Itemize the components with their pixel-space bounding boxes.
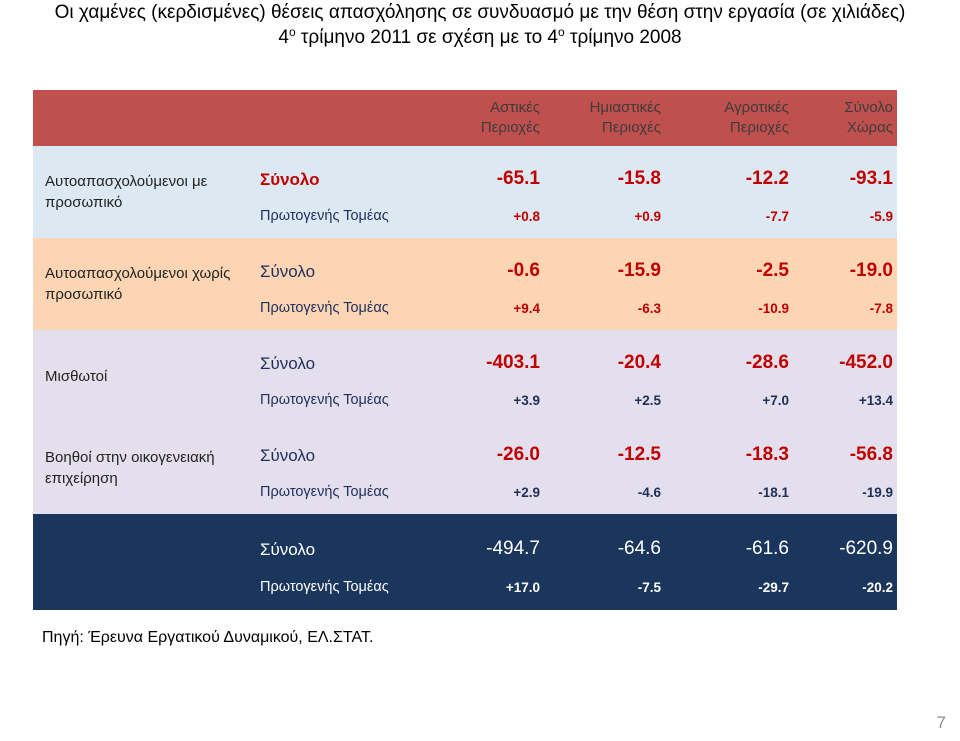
grand-total-label: Σύνολο bbox=[252, 514, 426, 564]
value-cell: -20.4 bbox=[544, 330, 665, 378]
value-cell: -15.9 bbox=[544, 238, 665, 286]
value-cell: +3.9 bbox=[426, 378, 544, 422]
value-cell: -19.0 bbox=[793, 238, 897, 286]
value-cell: -2.5 bbox=[665, 238, 793, 286]
value-cell: -29.7 bbox=[665, 564, 793, 610]
column-header-country-total: Σύνολο Χώρας bbox=[793, 90, 897, 146]
row-category: Βοηθοί στην οικογενειακή επιχείρηση bbox=[33, 422, 252, 514]
title-quarter-1: 4 bbox=[278, 27, 289, 48]
value-cell: -26.0 bbox=[426, 422, 544, 470]
grand-total-primary-row: Πρωτογενής Τομέας +17.0 -7.5 -29.7 -20.2 bbox=[33, 564, 897, 610]
value-cell: -56.8 bbox=[793, 422, 897, 470]
value-cell: -20.2 bbox=[793, 564, 897, 610]
page-number: 7 bbox=[936, 713, 946, 732]
value-cell: -403.1 bbox=[426, 330, 544, 378]
value-cell: -18.3 bbox=[665, 422, 793, 470]
column-header-rural: Αγροτικές Περιοχές bbox=[665, 90, 793, 146]
row-category: Μισθωτοί bbox=[33, 330, 252, 422]
table-row: Αυτοαπασχολούμενοι με προσωπικό Σύνολο -… bbox=[33, 146, 897, 238]
value-cell: -494.7 bbox=[426, 514, 544, 564]
value-cell: +0.8 bbox=[426, 194, 544, 238]
table-row: Πρωτογενής Τομέας +3.9 +2.5 +7.0 +13.4 bbox=[33, 378, 897, 422]
column-header-urban: Αστικές Περιοχές bbox=[426, 90, 544, 146]
header-empty-cell bbox=[252, 90, 426, 146]
value-cell: -4.6 bbox=[544, 470, 665, 514]
slide-title: Οι χαμένες (κερδισμένες) θέσεις απασχόλη… bbox=[0, 0, 960, 50]
value-cell: -10.9 bbox=[665, 286, 793, 330]
grand-total-row: Σύνολο -494.7 -64.6 -61.6 -620.9 bbox=[33, 514, 897, 610]
row-primary-sector-label: Πρωτογενής Τομέας bbox=[252, 378, 426, 422]
value-cell: -7.8 bbox=[793, 286, 897, 330]
row-primary-sector-label: Πρωτογενής Τομέας bbox=[252, 286, 426, 330]
row-primary-sector-label: Πρωτογενής Τομέας bbox=[252, 470, 426, 514]
row-primary-sector-label: Πρωτογενής Τομέας bbox=[252, 194, 426, 238]
row-subtotal-label: Σύνολο bbox=[252, 238, 426, 286]
value-cell: -64.6 bbox=[544, 514, 665, 564]
grand-total-primary-label: Πρωτογενής Τομέας bbox=[252, 564, 426, 610]
table-row: Πρωτογενής Τομέας +0.8 +0.9 -7.7 -5.9 bbox=[33, 194, 897, 238]
value-cell: -65.1 bbox=[426, 146, 544, 194]
column-header-semi-urban: Ημιαστικές Περιοχές bbox=[544, 90, 665, 146]
value-cell: -18.1 bbox=[665, 470, 793, 514]
title-end: τρίμηνο 2008 bbox=[564, 27, 682, 48]
title-middle: τρίμηνο 2011 σε σχέση με το 4 bbox=[295, 27, 558, 48]
table-row: Πρωτογενής Τομέας +2.9 -4.6 -18.1 -19.9 bbox=[33, 470, 897, 514]
value-cell: +0.9 bbox=[544, 194, 665, 238]
value-cell: -61.6 bbox=[665, 514, 793, 564]
value-cell: -5.9 bbox=[793, 194, 897, 238]
value-cell: -7.5 bbox=[544, 564, 665, 610]
value-cell: -28.6 bbox=[665, 330, 793, 378]
value-cell: -12.5 bbox=[544, 422, 665, 470]
value-cell: -0.6 bbox=[426, 238, 544, 286]
value-cell: -6.3 bbox=[544, 286, 665, 330]
grand-total-empty-cell bbox=[33, 514, 252, 610]
row-subtotal-label: Σύνολο bbox=[252, 330, 426, 378]
value-cell: -19.9 bbox=[793, 470, 897, 514]
employment-table: Αστικές Περιοχές Ημιαστικές Περιοχές Αγροτ… bbox=[33, 90, 897, 610]
table-header-row: Αστικές Περιοχές Ημιαστικές Περιοχές Αγροτ… bbox=[33, 90, 897, 146]
value-cell: -452.0 bbox=[793, 330, 897, 378]
title-superscript-1: ο bbox=[288, 25, 296, 39]
row-subtotal-label: Σύνολο bbox=[252, 422, 426, 470]
value-cell: +17.0 bbox=[426, 564, 544, 610]
row-category: Αυτοαπασχολούμενοι χωρίς προσωπικό bbox=[33, 238, 252, 330]
value-cell: -15.8 bbox=[544, 146, 665, 194]
value-cell: -12.2 bbox=[665, 146, 793, 194]
table-row: Βοηθοί στην οικογενειακή επιχείρηση Σύνο… bbox=[33, 422, 897, 514]
title-superscript-2: ο bbox=[558, 25, 565, 39]
value-cell: +13.4 bbox=[793, 378, 897, 422]
title-line-1: Οι χαμένες (κερδισμένες) θέσεις απασχόλη… bbox=[54, 2, 906, 23]
value-cell: -7.7 bbox=[665, 194, 793, 238]
value-cell: -620.9 bbox=[793, 514, 897, 564]
value-cell: +2.5 bbox=[544, 378, 665, 422]
value-cell: -93.1 bbox=[793, 146, 897, 194]
value-cell: +9.4 bbox=[426, 286, 544, 330]
table-row: Αυτοαπασχολούμενοι χωρίς προσωπικό Σύνολ… bbox=[33, 238, 897, 330]
value-cell: +7.0 bbox=[665, 378, 793, 422]
source-note: Πηγή: Έρευνα Εργατικού Δυναμικού, ΕΛ.ΣΤΑ… bbox=[42, 629, 374, 646]
row-category: Αυτοαπασχολούμενοι με προσωπικό bbox=[33, 146, 252, 238]
value-cell: +2.9 bbox=[426, 470, 544, 514]
title-line-2: 4ο τρίμηνο 2011 σε σχέση με το 4ο τρίμην… bbox=[0, 25, 960, 50]
table-row: Μισθωτοί Σύνολο -403.1 -20.4 -28.6 -452.… bbox=[33, 330, 897, 422]
header-empty-cell bbox=[33, 90, 252, 146]
row-subtotal-label: Σύνολο bbox=[252, 146, 426, 194]
table-row: Πρωτογενής Τομέας +9.4 -6.3 -10.9 -7.8 bbox=[33, 286, 897, 330]
